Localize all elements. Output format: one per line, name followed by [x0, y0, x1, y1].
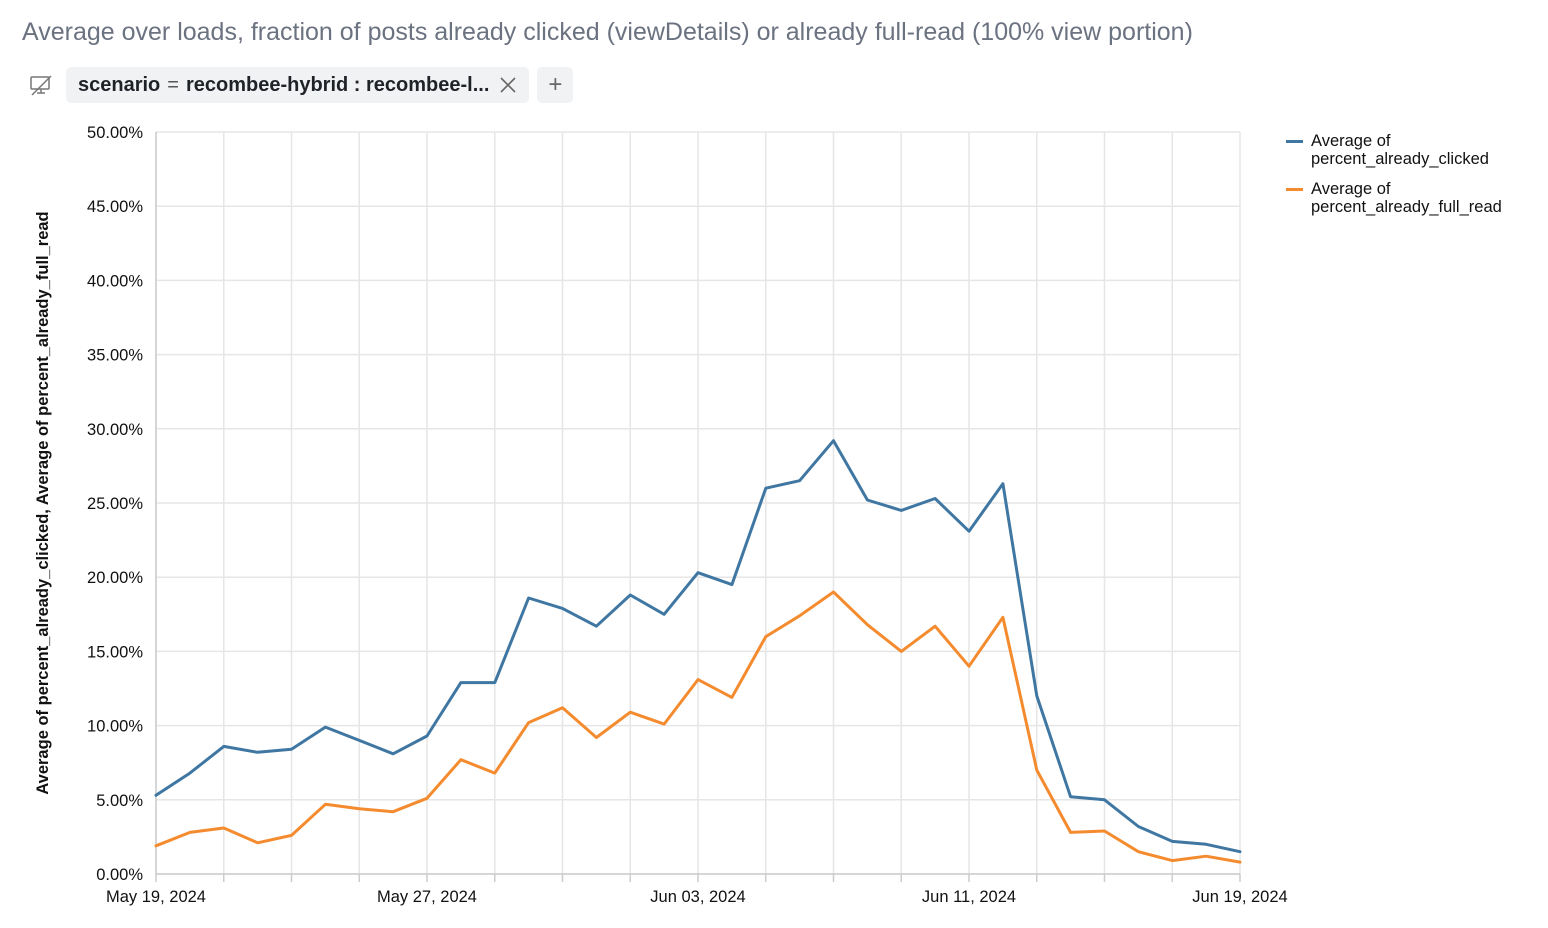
- axes: 0.00% 5.00% 10.00% 15.00% 20.00% 25.00% 30.00%…: [87, 124, 1288, 906]
- chart-title: Average over loads, fraction of posts al…: [22, 18, 1193, 46]
- x-tick-label: May 19, 2024: [106, 888, 206, 906]
- filter-bar: scenario = recombee-hybrid : recombee-l.…: [26, 67, 574, 103]
- filter-off-icon[interactable]: [26, 70, 56, 100]
- y-tick-label: 10.00%: [87, 718, 143, 736]
- y-axis-label: Average of percent_already_clicked, Aver…: [34, 211, 52, 794]
- series-lines: [154, 439, 1242, 864]
- legend-swatch: [1286, 140, 1303, 143]
- close-icon[interactable]: [499, 76, 517, 94]
- scenario-filter-chip[interactable]: scenario = recombee-hybrid : recombee-l.…: [66, 67, 530, 103]
- filter-operator: =: [167, 73, 179, 96]
- filter-field: scenario: [78, 73, 161, 96]
- y-tick-label: 40.00%: [87, 272, 143, 290]
- legend-swatch: [1286, 188, 1303, 191]
- legend-label: Average of percent_already_full_read: [1311, 180, 1502, 216]
- y-tick-label: 25.00%: [87, 495, 143, 513]
- y-tick-label: 15.00%: [87, 643, 143, 661]
- grid: [155, 131, 1241, 875]
- y-tick-label: 20.00%: [87, 569, 143, 587]
- y-tick-label: 45.00%: [87, 198, 143, 216]
- y-tick-label: 35.00%: [87, 347, 143, 365]
- y-tick-label: 0.00%: [96, 866, 143, 884]
- add-filter-button[interactable]: +: [537, 67, 574, 103]
- legend-item-clicked[interactable]: Average of percent_already_clicked: [1286, 132, 1526, 168]
- filter-value: recombee-hybrid : recombee-l...: [185, 73, 490, 96]
- series-line-full-read[interactable]: [154, 590, 1242, 864]
- x-tick-label: Jun 03, 2024: [650, 888, 745, 906]
- y-tick-label: 30.00%: [87, 421, 143, 439]
- x-tick-label: May 27, 2024: [377, 888, 477, 906]
- x-tick-label: Jun 11, 2024: [922, 888, 1016, 906]
- legend-label: Average of percent_already_clicked: [1311, 132, 1489, 168]
- legend-item-full-read[interactable]: Average of percent_already_full_read: [1286, 180, 1526, 216]
- x-tick-label: Jun 19, 2024: [1192, 888, 1287, 906]
- series-line-clicked[interactable]: [154, 439, 1242, 854]
- y-tick-label: 5.00%: [96, 792, 143, 810]
- legend: Average of percent_already_clicked Averag…: [1286, 132, 1526, 228]
- y-tick-label: 50.00%: [87, 124, 143, 142]
